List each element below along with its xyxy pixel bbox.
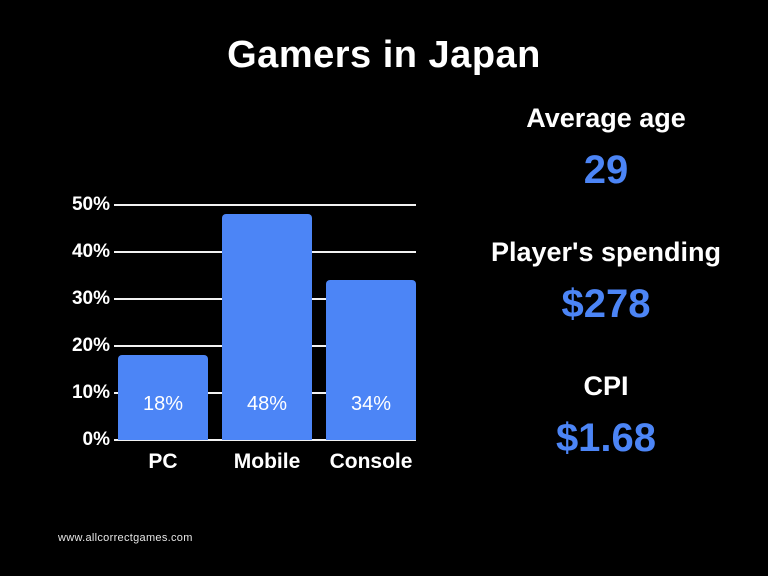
chart-plot: 18% 48% 34% <box>114 204 416 441</box>
stat-player-spending: Player's spending $278 <box>460 237 752 327</box>
stat-value: 29 <box>583 148 629 192</box>
stat-label: Average age <box>526 103 686 133</box>
category-label: Mobile <box>233 450 301 473</box>
stat-average-age: Average age 29 <box>460 103 752 193</box>
bar-value-label: 48% <box>246 393 288 415</box>
y-tick-label: 50% <box>71 194 110 215</box>
stat-value: $278 <box>561 282 651 326</box>
stats-panel: Average age 29 Player's spending $278 CP… <box>460 103 752 505</box>
gridline <box>114 204 416 206</box>
y-tick-label: 20% <box>71 335 110 356</box>
category-label: PC <box>148 450 178 473</box>
category-label: Console <box>329 450 413 473</box>
gridline <box>114 439 416 441</box>
stat-label: Player's spending <box>490 237 721 267</box>
page-title: Gamers in Japan <box>227 34 541 76</box>
bar-value-label: 34% <box>350 393 392 415</box>
bar-mobile: 48% <box>222 214 312 440</box>
y-tick-label: 40% <box>71 241 110 262</box>
stat-value: $1.68 <box>555 416 657 460</box>
bar-pc: 18% <box>118 355 208 440</box>
y-axis: 0% 10% 20% 30% 40% 50% <box>38 194 110 450</box>
bar-console: 34% <box>326 280 416 440</box>
bar-value-label: 18% <box>142 393 184 415</box>
bars: 18% 48% 34% <box>118 205 416 440</box>
footer-url: www.allcorrectgames.com <box>58 532 193 544</box>
y-tick-label: 0% <box>82 429 110 450</box>
y-tick-label: 30% <box>71 288 110 309</box>
category-labels: PC Mobile Console <box>118 450 416 474</box>
stat-cpi: CPI $1.68 <box>460 371 752 461</box>
y-tick-label: 10% <box>71 382 110 403</box>
stat-label: CPI <box>583 371 629 401</box>
